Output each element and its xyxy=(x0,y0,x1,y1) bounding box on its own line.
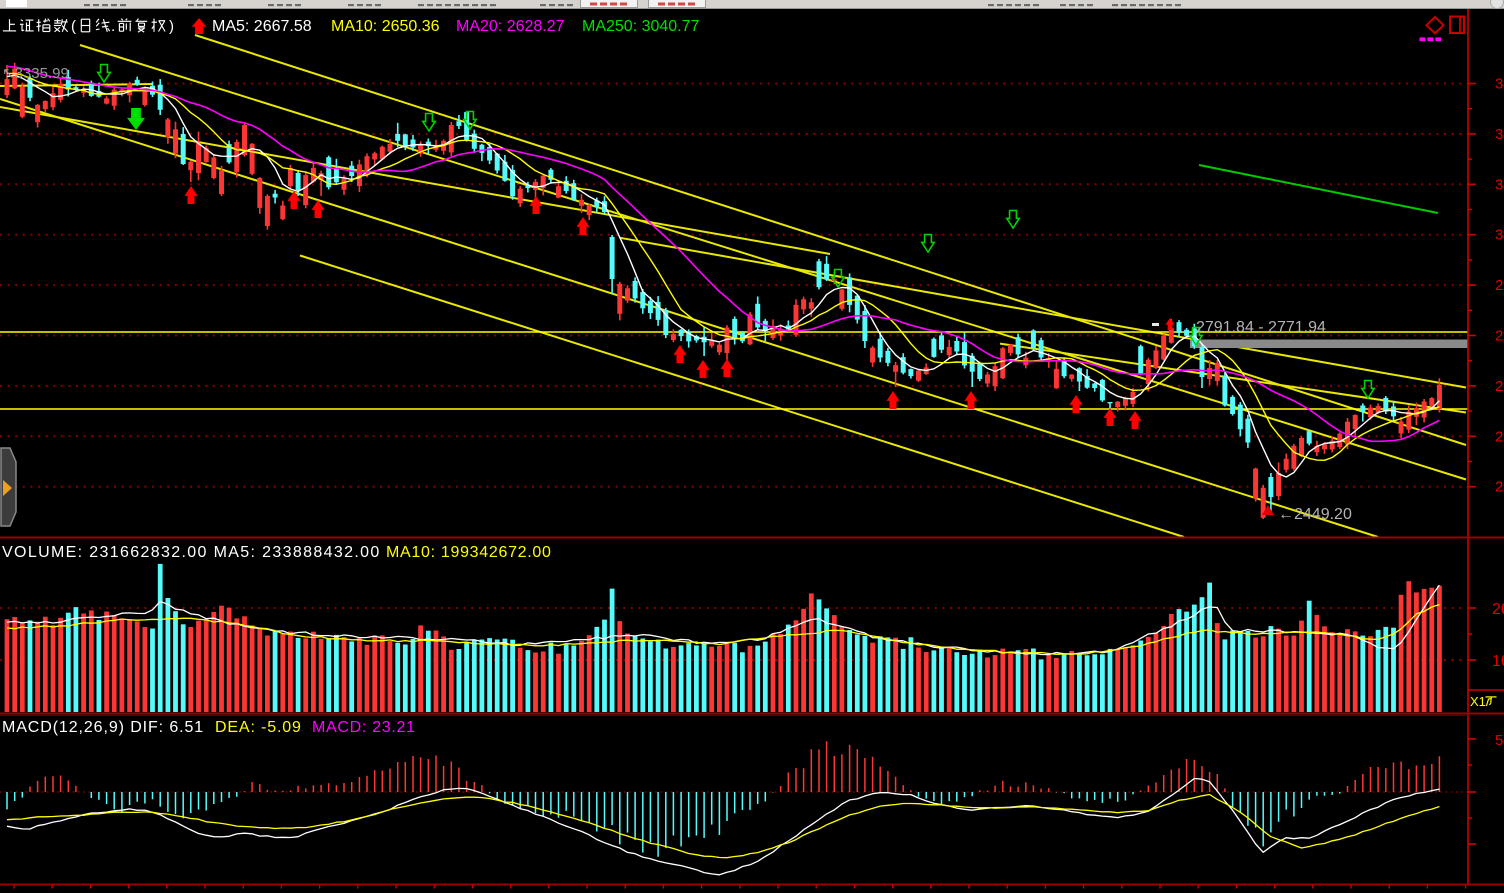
svg-text:3100: 3100 xyxy=(1495,176,1504,193)
svg-text:3200: 3200 xyxy=(1495,126,1504,143)
svg-text:↖3335.99: ↖3335.99 xyxy=(2,65,69,82)
svg-text:50: 50 xyxy=(1495,732,1504,749)
svg-text:DEA: -5.09: DEA: -5.09 xyxy=(215,719,302,736)
svg-text:MA20: 2628.27: MA20: 2628.27 xyxy=(456,18,565,35)
svg-text:(: ( xyxy=(71,18,76,35)
svg-text:2791.84 - 2771.94: 2791.84 - 2771.94 xyxy=(1196,319,1326,336)
svg-text:MACD: 23.21: MACD: 23.21 xyxy=(312,719,416,736)
svg-text:3000: 3000 xyxy=(1495,227,1504,244)
svg-text:MA10: 199342672.00: MA10: 199342672.00 xyxy=(386,544,552,561)
svg-text:VOLUME: 231662832.00 MA5: 2338: VOLUME: 231662832.00 MA5: 233888432.00 xyxy=(2,544,381,561)
svg-text:←2449.20: ←2449.20 xyxy=(1278,506,1352,523)
svg-text:MA10: 2650.36: MA10: 2650.36 xyxy=(331,18,440,35)
svg-text:X1: X1 xyxy=(1470,694,1486,709)
svg-text:2800: 2800 xyxy=(1495,328,1504,345)
svg-text:.: . xyxy=(111,18,115,35)
svg-text:2600: 2600 xyxy=(1495,428,1504,445)
svg-text:2500: 2500 xyxy=(1495,479,1504,496)
svg-text:MA250: 3040.77: MA250: 3040.77 xyxy=(582,18,700,35)
svg-text:MA5: 2667.58: MA5: 2667.58 xyxy=(212,18,312,35)
svg-text:3300: 3300 xyxy=(1495,76,1504,93)
svg-text:10: 10 xyxy=(1492,653,1504,670)
svg-text:2700: 2700 xyxy=(1495,378,1504,395)
svg-text:2900: 2900 xyxy=(1495,277,1504,294)
svg-text:): ) xyxy=(169,18,174,35)
svg-text:MACD(12,26,9) DIF: 6.51: MACD(12,26,9) DIF: 6.51 xyxy=(2,719,204,736)
svg-text:20: 20 xyxy=(1492,601,1504,618)
